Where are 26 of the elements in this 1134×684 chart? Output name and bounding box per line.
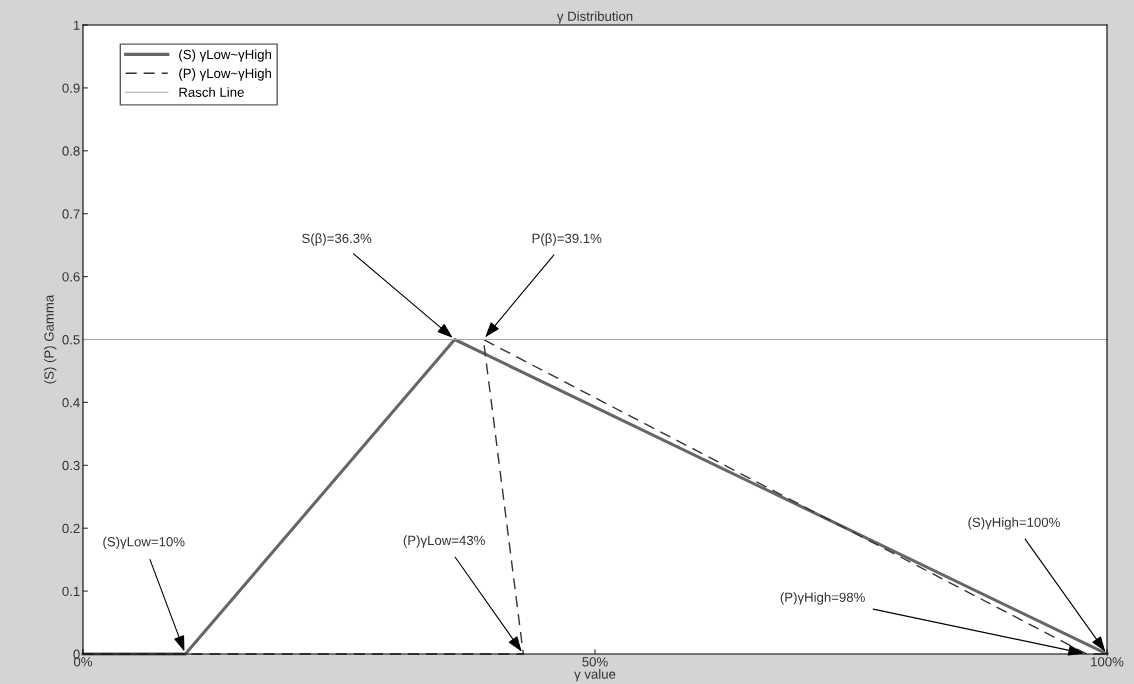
y-tick-label: 0.9 — [62, 83, 80, 93]
y-tick-label: 0.6 — [62, 272, 80, 282]
y-tick-label: 0.8 — [62, 146, 80, 156]
annotation: (S)γHigh=100% — [968, 517, 1060, 530]
y-tick-label: 0.2 — [62, 523, 80, 534]
annotation: S(β)=36.3% — [302, 233, 372, 246]
x-tick-label: 100% — [1091, 657, 1124, 667]
legend-label: (S) γLow~γHigh — [179, 49, 272, 62]
y-tick-label: 1 — [73, 20, 80, 30]
annotation: (P)γHigh=98% — [780, 592, 865, 605]
annotation: (P)γLow=43% — [403, 535, 485, 548]
chart-title: γ Distribution — [556, 11, 633, 24]
annotation: (S)γLow=10% — [103, 536, 185, 550]
y-tick-label: 0.5 — [62, 335, 80, 345]
annotation: P(β)=39.1% — [532, 233, 602, 246]
x-tick-label: 0% — [73, 657, 93, 667]
y-axis-title: (S) (P) Gamma — [44, 294, 57, 384]
x-tick-label: 50% — [582, 657, 608, 667]
y-tick-label: 0.1 — [62, 586, 80, 597]
legend-label: Rasch Line — [179, 87, 244, 97]
legend-label: (P) γLow~γHigh — [179, 68, 272, 81]
y-tick-label: 0 — [73, 649, 80, 659]
y-tick-label: 0.7 — [62, 209, 80, 219]
x-axis-title: γ value — [574, 669, 616, 682]
y-tick-label: 0.4 — [62, 397, 80, 408]
y-tick-label: 0.3 — [62, 460, 80, 471]
